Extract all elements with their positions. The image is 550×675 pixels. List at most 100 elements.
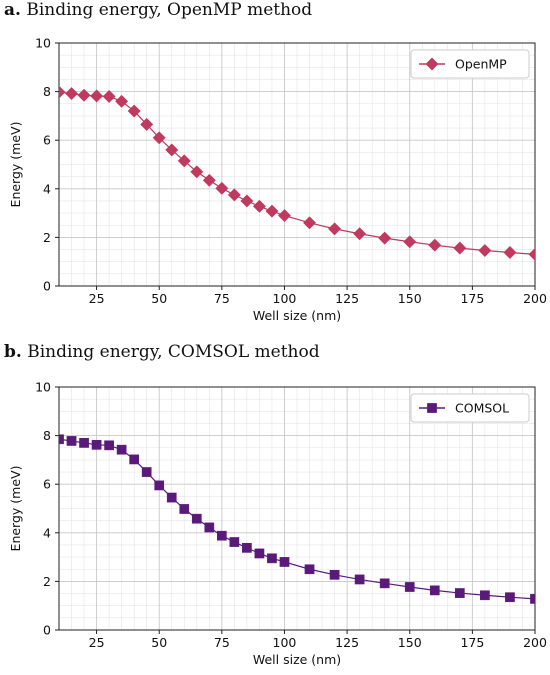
data-point [202, 173, 216, 187]
data-point [403, 235, 417, 249]
data-point [191, 513, 202, 524]
data-point [79, 438, 89, 448]
data-point [77, 88, 91, 102]
x-tick-label: 200 [523, 291, 547, 306]
panel-a: a. Binding energy, OpenMP method 25 50 75 1… [0, 0, 550, 336]
data-point [254, 548, 265, 559]
data-point [177, 154, 191, 168]
data-point [215, 181, 229, 195]
x-tick-label: 175 [460, 635, 484, 650]
y-tick-label: 10 [35, 36, 51, 51]
x-tick-label: 150 [398, 635, 422, 650]
data-point [104, 440, 114, 451]
legend-label: OpenMP [455, 57, 507, 72]
x-tick-label: 200 [523, 635, 547, 650]
x-tick-label: 100 [273, 291, 297, 306]
plot-frame [58, 42, 536, 287]
data-point [227, 188, 241, 202]
x-tick-label: 75 [214, 635, 230, 650]
y-tick-label: 6 [43, 133, 51, 148]
x-tick-label: 75 [214, 291, 230, 306]
data-point [378, 231, 392, 245]
data-point [267, 553, 277, 564]
y-tick-label: 0 [43, 623, 51, 638]
panel-title-text-b: Binding energy, COMSOL method [27, 342, 320, 362]
legend-box [410, 49, 530, 79]
panel-title-a: a. Binding energy, OpenMP method [4, 0, 312, 20]
data-point [277, 208, 292, 223]
y-tick-label: 2 [43, 230, 51, 245]
x-tick-label: 125 [335, 291, 359, 306]
data-point [115, 94, 129, 108]
data-point [90, 89, 104, 103]
data-point [242, 543, 252, 553]
data-point [478, 243, 492, 258]
panel-tag-a: a. [4, 0, 21, 20]
y-tick-label: 4 [43, 525, 51, 540]
data-point [91, 439, 102, 450]
data-point [480, 590, 490, 601]
panel-title-text-a: Binding energy, OpenMP method [26, 0, 313, 20]
legend: COMSOL [410, 393, 530, 423]
data-point [129, 454, 140, 465]
data-point [304, 564, 315, 575]
data-point [505, 592, 515, 603]
legend-box [410, 393, 530, 423]
data-point [265, 204, 279, 218]
data-point [240, 194, 254, 208]
x-tick-label: 50 [151, 291, 167, 306]
data-point [279, 557, 290, 567]
data-point [102, 89, 116, 104]
data-point [454, 588, 465, 598]
x-tick-label: 25 [89, 291, 105, 306]
data-point [141, 467, 152, 477]
series-group [59, 85, 535, 261]
legend: OpenMP [410, 49, 530, 79]
data-point [503, 245, 517, 260]
data-point [116, 444, 127, 455]
data-point [428, 238, 442, 252]
y-axis-label: Energy (meV) [8, 122, 23, 208]
plot-frame [58, 386, 536, 631]
x-axis-label: Well size (nm) [253, 652, 341, 667]
legend-marker [427, 403, 437, 413]
legend-marker [425, 57, 439, 71]
x-tick-label: 50 [151, 635, 167, 650]
data-point [154, 480, 165, 491]
data-point [59, 434, 64, 445]
data-point [204, 522, 215, 533]
data-point [166, 492, 177, 503]
y-axis-label: Energy (meV) [8, 466, 23, 552]
legend-label: COMSOL [455, 401, 509, 416]
y-tick-label: 10 [35, 380, 51, 395]
series-group [59, 434, 535, 604]
data-point [165, 143, 179, 157]
data-point [66, 436, 77, 446]
chart-comsol: 25 50 75 100 125 150 175 200 0 2 4 6 8 10 Well size (n… [8, 380, 547, 668]
panel-title-b: b. Binding energy, COMSOL method [4, 342, 320, 362]
data-point [229, 537, 240, 547]
y-tick-label: 4 [43, 181, 51, 196]
data-point [64, 86, 79, 101]
data-point [179, 504, 190, 514]
y-tick-label: 6 [43, 477, 51, 492]
data-point [252, 199, 266, 213]
data-point [127, 104, 141, 118]
data-point [453, 241, 467, 255]
data-point [302, 216, 317, 230]
y-tick-label: 0 [43, 279, 51, 294]
x-axis-label: Well size (nm) [253, 308, 341, 323]
panel-b: b. Binding energy, COMSOL method 25 50 75 1… [0, 340, 550, 675]
data-point [429, 585, 440, 596]
data-point [329, 569, 340, 580]
panel-tag-b: b. [4, 342, 22, 362]
chart-openmp: 25 50 75 100 125 150 175 200 0 2 4 6 8 10 Well size (n… [8, 36, 547, 324]
data-point [353, 227, 367, 241]
data-point [379, 578, 390, 589]
x-tick-label: 125 [335, 635, 359, 650]
y-tick-label: 8 [43, 428, 51, 443]
data-point [354, 574, 365, 585]
data-point [328, 222, 342, 236]
data-point [140, 117, 154, 131]
x-tick-label: 100 [273, 635, 297, 650]
